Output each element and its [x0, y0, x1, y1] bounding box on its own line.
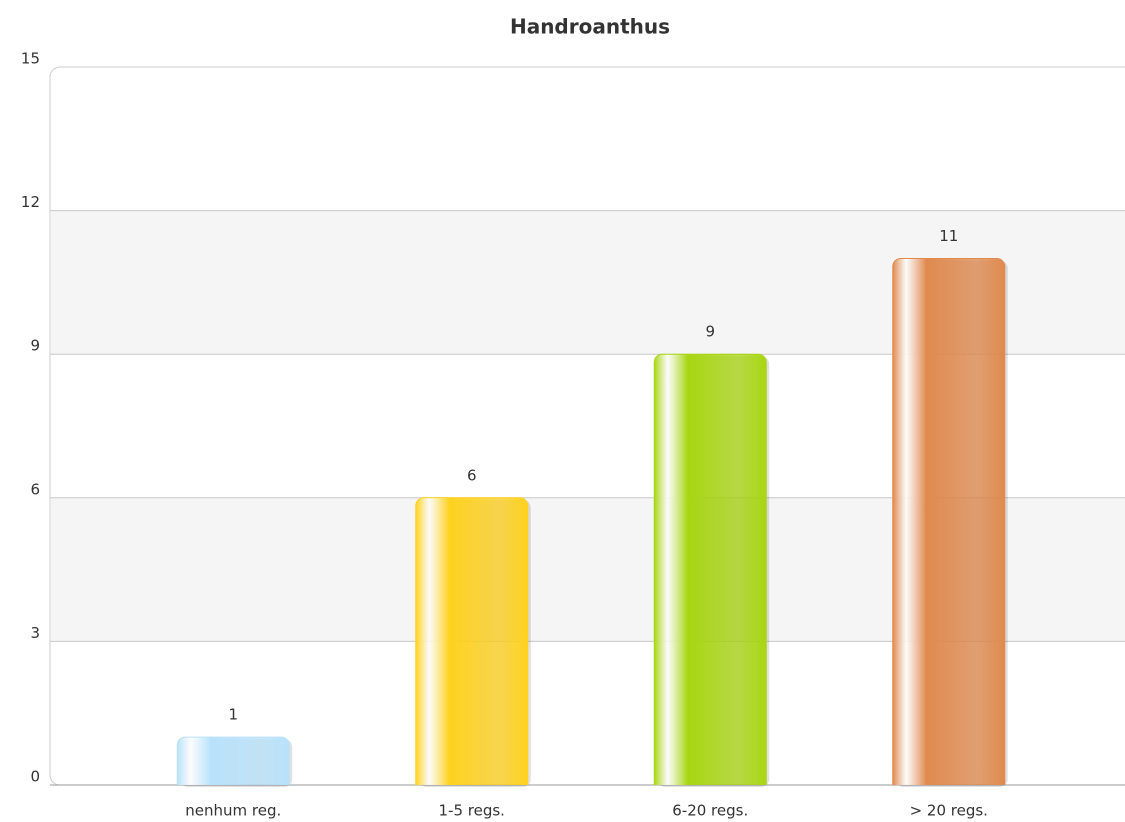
bar: [892, 257, 1006, 785]
x-tick-label: nenhum reg.: [185, 802, 281, 820]
data-label: 11: [939, 227, 958, 245]
chart-title: Handroanthus: [510, 15, 670, 39]
data-label: 1: [228, 706, 238, 724]
y-tick-label: 3: [30, 624, 40, 642]
bar: [176, 736, 290, 785]
y-tick-label: 6: [30, 480, 40, 498]
y-tick-label: 15: [21, 50, 40, 68]
y-tick-label: 0: [30, 768, 40, 786]
y-tick-label: 12: [21, 193, 40, 211]
bar: [653, 353, 767, 785]
data-label: 6: [467, 466, 477, 484]
data-label: 9: [705, 323, 715, 341]
bar: [415, 497, 529, 785]
y-tick-label: 9: [30, 337, 40, 355]
x-tick-label: 6-20 regs.: [672, 802, 748, 820]
x-tick-label: > 20 regs.: [910, 802, 988, 820]
x-tick-label: 1-5 regs.: [439, 802, 505, 820]
